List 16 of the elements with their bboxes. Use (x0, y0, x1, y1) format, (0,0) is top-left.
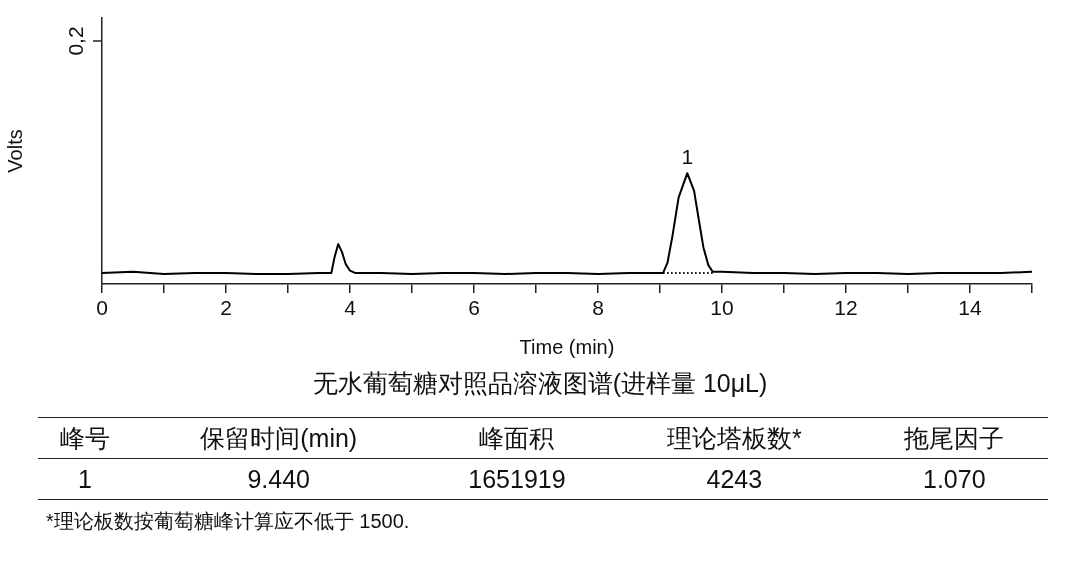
text: 峰号 保留时间(min) 峰面积 理论塔板数* 拖尾因子 (59, 423, 1005, 452)
x-tick-label: 8 (592, 296, 604, 320)
x-tick-label: 4 (344, 296, 357, 320)
x-tick-label: 0 (96, 296, 108, 320)
annotation: 1 (681, 145, 694, 169)
text: 无水葡萄糖对照品溶液图谱(进样量 10μL) (311, 368, 769, 399)
y-axis-title: Volts (3, 129, 26, 173)
x-axis-title: Time (min) (519, 335, 615, 358)
x-tick-label: 2 (220, 296, 232, 320)
x-tick-label: 6 (468, 296, 480, 320)
text: 0,2 (64, 26, 88, 56)
x-tick-label: 10 (710, 296, 734, 320)
text: *理论板数按葡萄糖峰计算应不低于 1500. (46, 509, 410, 534)
x-tick-label: 12 (834, 296, 858, 320)
text: 1 9.440 1651919 4243 1.070 (77, 464, 986, 493)
x-tick-label: 14 (958, 296, 982, 320)
